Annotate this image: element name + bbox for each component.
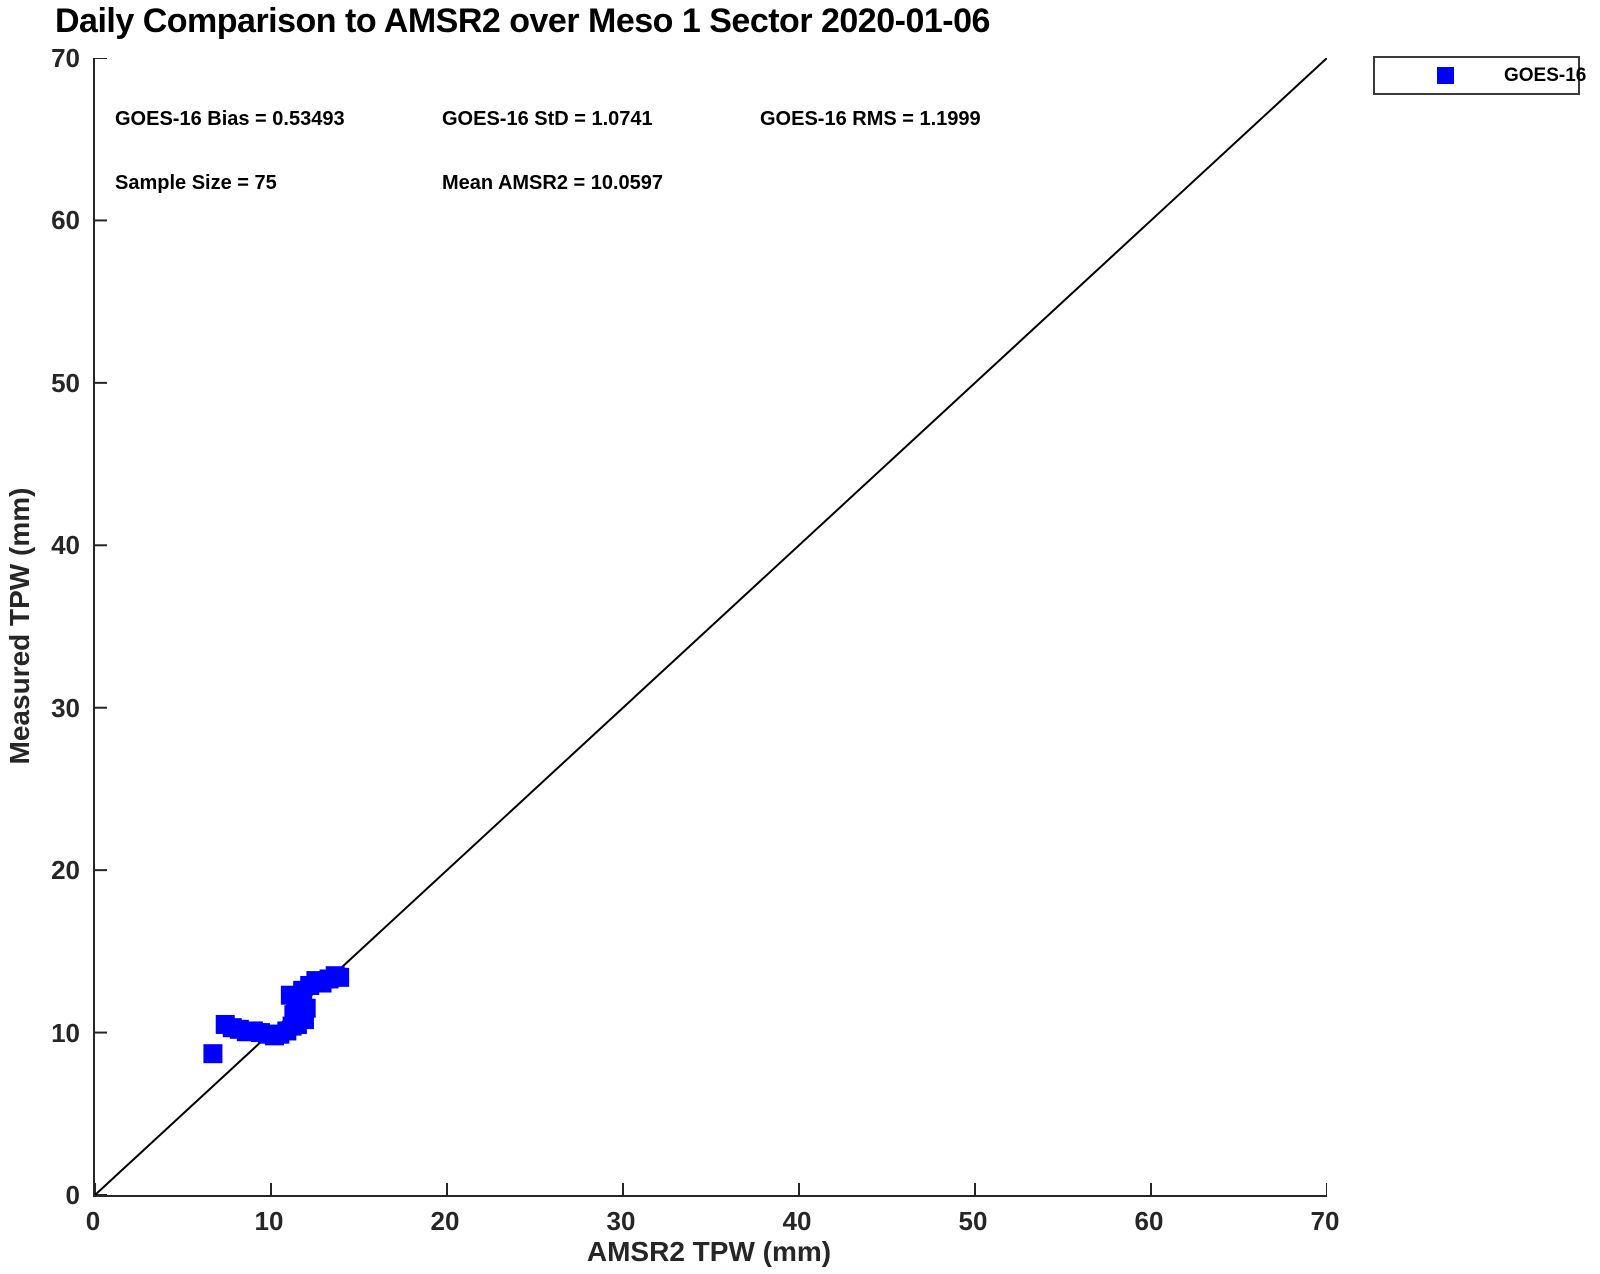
- x-tick-label: 40: [782, 1206, 812, 1236]
- data-point: [330, 967, 350, 987]
- y-tick-label: 0: [65, 1180, 80, 1210]
- stat-rms: GOES-16 RMS = 1.1999: [760, 108, 981, 130]
- y-axis-label: Measured TPW (mm): [4, 487, 35, 765]
- x-tick-label: 30: [606, 1206, 636, 1236]
- stat-sample-size: Sample Size = 75: [115, 172, 277, 194]
- x-tick-label: 50: [958, 1206, 988, 1236]
- x-tick-label: 60: [1134, 1206, 1164, 1236]
- stat-bias: GOES-16 Bias = 0.53493: [115, 108, 345, 130]
- legend-box: GOES-16: [1373, 56, 1586, 95]
- y-tick-label: 60: [51, 205, 80, 236]
- y-tick-label: 50: [51, 367, 80, 398]
- data-point: [203, 1044, 223, 1064]
- x-tick-label: 70: [1310, 1206, 1340, 1236]
- y-tick-label: 10: [51, 1017, 80, 1048]
- stat-mean-amsr2: Mean AMSR2 = 10.0597: [442, 172, 664, 194]
- x-tick-label: 20: [430, 1206, 460, 1236]
- x-tick-label: 0: [85, 1206, 101, 1236]
- legend-marker-square-icon: [1437, 67, 1454, 84]
- x-tick-label: 10: [254, 1206, 284, 1236]
- y-tick-label: 30: [51, 692, 80, 723]
- chart-title: Daily Comparison to AMSR2 over Meso 1 Se…: [55, 2, 990, 40]
- plot-area: [93, 58, 1327, 1197]
- plot-svg: [95, 58, 1327, 1195]
- x-axis-label: AMSR2 TPW (mm): [586, 1236, 832, 1267]
- stat-std: GOES-16 StD = 1.0741: [442, 108, 653, 130]
- y-tick-label: 40: [51, 530, 80, 561]
- legend-entry-label: GOES-16: [1504, 64, 1587, 86]
- y-tick-label: 70: [51, 43, 80, 73]
- y-tick-label: 20: [51, 855, 80, 886]
